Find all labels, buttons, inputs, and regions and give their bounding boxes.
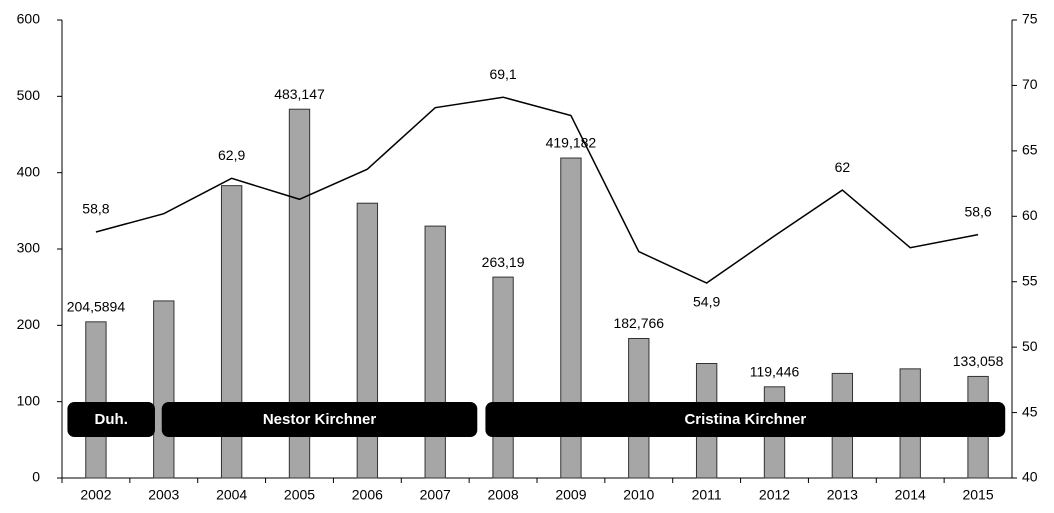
x-tick-label: 2014	[895, 487, 926, 503]
y2-tick-label: 65	[1022, 142, 1038, 158]
period-box	[67, 402, 155, 437]
y2-tick-label: 75	[1022, 11, 1038, 27]
line	[95, 96, 979, 284]
data-label: 62	[835, 159, 851, 175]
period-box	[485, 402, 1006, 437]
x-tick-label: 2010	[623, 487, 654, 503]
bar	[85, 321, 107, 479]
data-label: 119,446	[750, 364, 800, 380]
y-tick-label: 400	[17, 163, 41, 179]
data-label: 69,1	[489, 66, 516, 82]
bar	[492, 276, 514, 479]
y-tick-label: 600	[17, 11, 41, 27]
period-label: Nestor Kirchner	[263, 411, 377, 428]
data-label: 419,182	[546, 135, 597, 151]
x-tick-label: 2005	[284, 487, 315, 503]
y2-tick-label: 60	[1022, 207, 1038, 223]
bar	[288, 108, 311, 479]
x-tick-label: 2002	[80, 487, 111, 503]
bar	[560, 157, 582, 479]
data-label: 58,8	[82, 201, 109, 217]
x-tick-label: 2008	[487, 487, 518, 503]
bar	[424, 225, 446, 479]
y2-tick-label: 50	[1022, 338, 1038, 354]
y-tick-label: 200	[17, 316, 41, 332]
data-label: 182,766	[613, 315, 664, 331]
period-label: Cristina Kirchner	[684, 411, 806, 428]
x-tick-label: 2013	[827, 487, 858, 503]
y2-tick-label: 40	[1022, 469, 1038, 485]
x-tick-label: 2015	[962, 487, 993, 503]
x-tick-label: 2004	[216, 487, 247, 503]
data-label: 133,058	[953, 353, 1004, 369]
data-label: 263,19	[482, 254, 525, 270]
x-tick-label: 2009	[555, 487, 586, 503]
data-label: 62,9	[218, 147, 245, 163]
data-label: 204,5894	[67, 299, 126, 315]
x-tick-label: 2012	[759, 487, 790, 503]
data-label: 58,6	[964, 203, 991, 219]
data-label: 483,147	[274, 86, 325, 102]
y2-tick-label: 70	[1022, 76, 1038, 92]
bar	[153, 300, 175, 479]
y-tick-label: 300	[17, 240, 41, 256]
x-tick-label: 2007	[420, 487, 451, 503]
period-label: Duh.	[95, 411, 128, 428]
y-tick-label: 0	[32, 469, 40, 485]
y2-tick-label: 55	[1022, 272, 1038, 288]
y-tick-label: 500	[17, 87, 41, 103]
y2-tick-label: 45	[1022, 403, 1038, 419]
data-label: 54,9	[693, 294, 720, 310]
period-box	[161, 402, 478, 437]
x-tick-label: 2003	[148, 487, 179, 503]
x-tick-label: 2006	[352, 487, 383, 503]
x-tick-label: 2011	[692, 487, 722, 503]
y-tick-label: 100	[17, 392, 41, 408]
